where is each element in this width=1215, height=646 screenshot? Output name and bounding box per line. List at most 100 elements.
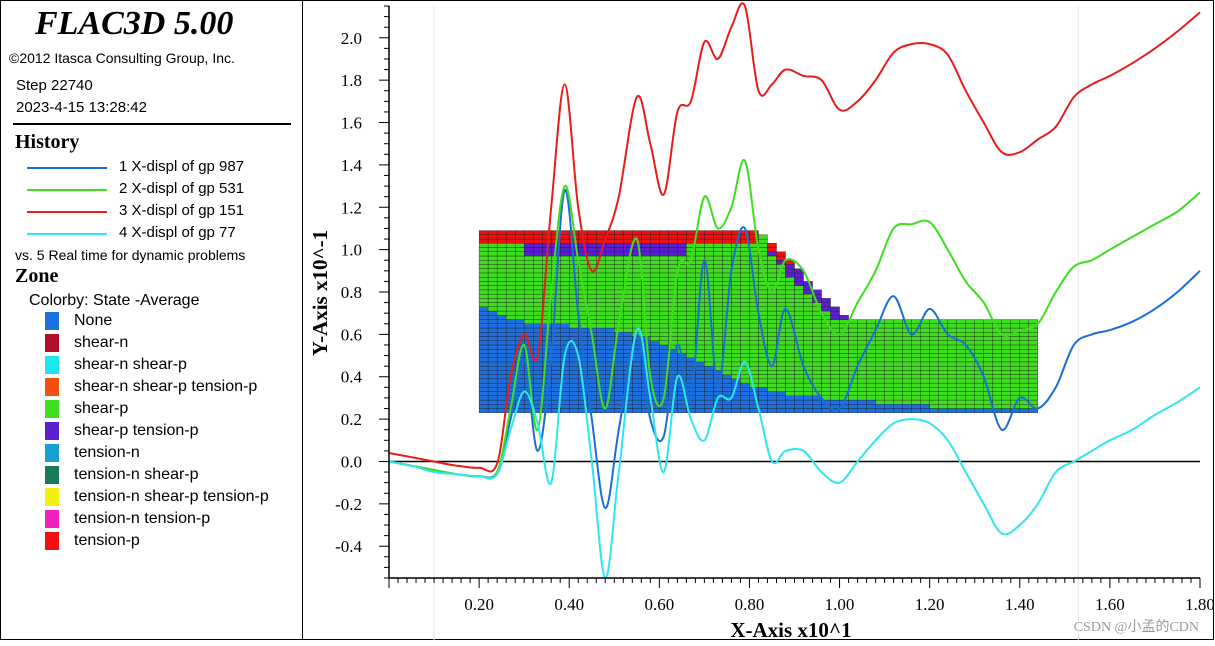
zone-cell: [740, 353, 750, 358]
zone-cell: [614, 293, 624, 299]
zone-cell: [632, 281, 642, 286]
zone-cell: [478, 315, 489, 320]
x-tick-label: 0.40: [554, 595, 584, 614]
zone-cell: [848, 344, 858, 350]
zone-cell: [803, 293, 813, 299]
series-line: [388, 327, 1201, 580]
zone-cell: [487, 268, 498, 274]
zone-cell: [740, 251, 750, 257]
zone-cell: [839, 315, 849, 320]
zone-cell: [686, 281, 696, 286]
zone-cell: [839, 349, 849, 354]
zone-cell: [875, 408, 885, 413]
zone-cell: [605, 306, 615, 312]
zone-cell: [659, 243, 669, 248]
zone-cell: [505, 251, 516, 257]
zone-cell: [821, 336, 831, 341]
zone-legend-label: shear-p: [74, 400, 129, 417]
zone-cell: [695, 247, 705, 252]
zone-cell: [523, 234, 534, 240]
copyright-text: ©2012 Itasca Consulting Group, Inc.: [9, 50, 235, 66]
y-tick-label: 2.0: [341, 29, 362, 48]
zone-cell: [677, 255, 687, 261]
zone-cell: [965, 327, 975, 333]
zone-cell: [794, 289, 804, 295]
zone-cell: [496, 365, 507, 371]
zone-cell: [767, 264, 777, 269]
zone-cell: [605, 374, 615, 380]
zone-cell: [749, 310, 759, 316]
zone-cell: [758, 382, 768, 388]
zone-cell: [596, 353, 606, 358]
zone-cell: [956, 361, 966, 367]
zone-cell: [487, 272, 498, 278]
zone-cell: [533, 298, 543, 303]
zone-cell: [596, 315, 606, 320]
zone-cell: [911, 399, 921, 405]
zone-cell: [875, 353, 885, 358]
zone-cell: [587, 293, 597, 299]
zone-cell: [605, 315, 615, 320]
zone-cell: [911, 408, 921, 413]
zone-cell: [812, 365, 822, 371]
zone-cell: [632, 302, 642, 308]
zone-cell: [650, 302, 660, 308]
zone-cell: [587, 323, 597, 329]
zone-cell: [956, 323, 966, 329]
zone-cell: [560, 293, 570, 299]
zone-cell: [514, 323, 525, 329]
zone-cell: [695, 315, 705, 320]
zone-cell: [478, 306, 489, 312]
zone-cell: [938, 395, 948, 401]
zone-cell: [794, 374, 804, 380]
zone-cell: [866, 387, 876, 392]
zone-cell: [569, 323, 579, 329]
zone-cell: [505, 238, 516, 244]
zone-cell: [722, 234, 732, 240]
zone-cell: [659, 344, 669, 350]
zone-cell: [1028, 357, 1038, 363]
zone-cell: [875, 344, 885, 350]
zone-cell: [749, 361, 759, 367]
zone-cell: [587, 340, 597, 346]
zone-cell: [902, 357, 912, 363]
zone-cell: [821, 344, 831, 350]
zone-cell: [830, 344, 840, 350]
zone-cell: [857, 340, 867, 346]
zone-cell: [533, 361, 543, 367]
zone-cell: [740, 391, 750, 396]
zone-cell: [487, 408, 498, 413]
zone-cell: [929, 395, 939, 401]
zone-cell: [686, 332, 696, 337]
zone-cell: [794, 306, 804, 312]
zone-cell: [614, 378, 624, 384]
zone-cell: [641, 306, 651, 312]
zone-cell: [496, 315, 507, 320]
zone-cell: [884, 408, 894, 413]
zone-cell: [893, 374, 903, 380]
zone-cell: [596, 281, 606, 286]
zone-cell: [740, 276, 750, 282]
zone-cell: [749, 357, 759, 363]
zone-cell: [884, 370, 894, 375]
zone-cell: [938, 399, 948, 405]
zone-cell: [569, 319, 579, 324]
zone-cell: [947, 323, 957, 329]
zone-cell: [740, 349, 750, 354]
zone-cell: [496, 399, 507, 405]
zone-cell: [668, 247, 678, 252]
zone-cell: [514, 247, 525, 252]
zone-cell: [605, 255, 615, 261]
zone-cell: [893, 327, 903, 333]
zone-cell: [632, 378, 642, 384]
zone-cell: [605, 276, 615, 282]
zone-cell: [487, 260, 498, 265]
zone-cell: [713, 276, 723, 282]
zone-cell: [767, 310, 777, 316]
zone-cell: [605, 243, 615, 248]
zone-cell: [866, 319, 876, 324]
zone-cell: [758, 404, 768, 409]
zone-cell: [659, 323, 669, 329]
zone-cell: [911, 391, 921, 396]
zone-cell: [487, 264, 498, 269]
